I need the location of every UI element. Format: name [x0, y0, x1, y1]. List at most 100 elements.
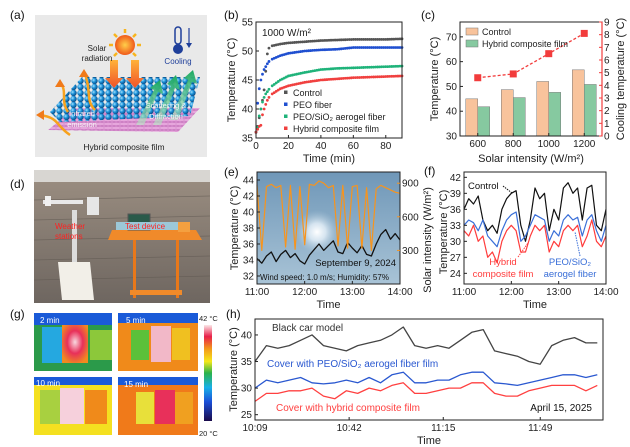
data-point: [331, 77, 335, 81]
data-point: [394, 37, 398, 41]
data-point: [343, 66, 347, 70]
thermal-image-5min: 5 min: [118, 313, 198, 371]
y-axis-label: Solar intensity (W/m²): [422, 187, 434, 293]
y-tick-label: 300: [402, 246, 419, 257]
y-tick-label: 40: [241, 330, 253, 341]
data-point: [265, 52, 269, 56]
chart-e: 32 34 36 38 40 42 44 300 600 900 11:00 12:00 13:00 14…: [229, 171, 434, 311]
data-point: [262, 68, 266, 71]
data-point: [262, 107, 266, 111]
data-point: [315, 48, 319, 52]
data-point: [309, 49, 313, 52]
data-point: [392, 74, 396, 78]
series-label-peo-sio2: PEO/SiO₂: [549, 257, 592, 268]
y-tick-label: 39: [450, 189, 462, 200]
plot-frame: [463, 171, 607, 285]
data-point: [307, 49, 311, 53]
chart-f: 24 27 30 33 36 39 42 11:00 12:00 13:00 14:00 Temper…: [438, 171, 619, 311]
series-peo-sio-aerogel-fiber: [254, 64, 404, 134]
data-point: [396, 74, 400, 78]
data-point: [368, 65, 371, 69]
legend-swatch: [465, 39, 479, 48]
data-point: [337, 47, 341, 51]
data-point: [349, 76, 353, 80]
data-point: [339, 38, 343, 42]
data-point: [382, 46, 386, 49]
x-tick-label: 13:00: [340, 287, 365, 298]
data-point: [353, 76, 357, 80]
data-point: [257, 87, 261, 91]
x-tick-label: 12:00: [292, 287, 317, 298]
data-point: [366, 75, 369, 79]
series-line: [463, 219, 607, 264]
data-point: [261, 113, 264, 117]
data-point: [325, 78, 329, 81]
data-point: [392, 64, 396, 68]
series-label-peo-sio2-2: aerogel fiber: [544, 269, 597, 280]
data-point: [337, 77, 341, 81]
data-point: [303, 49, 307, 53]
y-tick-label: 70: [446, 32, 458, 43]
data-point: [331, 48, 335, 51]
series-label-hybrid: Cover with hybrid composite film: [276, 403, 420, 414]
weather-station: [43, 196, 99, 300]
data-point: [390, 37, 394, 41]
data-point: [358, 46, 361, 49]
y-tick-label: 6: [604, 56, 610, 67]
series-label-peo-sio2: Cover with PEO/SiO₂ aerogel fiber film: [267, 359, 438, 370]
x-tick-label: 80: [380, 141, 392, 152]
data-point: [333, 47, 337, 51]
solar-radiation-label-2: radiation: [82, 54, 113, 63]
temperature-line: [256, 228, 401, 265]
data-point: [364, 75, 367, 79]
data-point: [374, 38, 378, 41]
chart-h: 25 30 35 40 10:09 10:42 11:15 11:49 Temperature …: [228, 318, 604, 447]
data-point: [323, 67, 327, 71]
data-point: [335, 77, 339, 81]
data-point: [370, 75, 373, 79]
data-point: [366, 46, 369, 49]
data-point: [392, 37, 396, 41]
data-point: [341, 38, 345, 42]
date-annotation: April 15, 2025: [530, 403, 592, 414]
data-point: [313, 39, 317, 43]
data-point: [315, 39, 319, 43]
data-point: [261, 100, 264, 104]
solar-intensity-line: [256, 180, 401, 251]
data-point: [386, 65, 390, 68]
data-point: [353, 66, 357, 70]
thermal-time-label: 15 min: [124, 380, 148, 389]
panel-label-e: (e): [224, 165, 239, 179]
data-point: [289, 41, 292, 45]
y-axis-label: Cooling temperature (°C): [615, 18, 627, 140]
test-table: [108, 213, 202, 298]
data-point: [319, 39, 323, 42]
data-point: [384, 46, 388, 49]
y-tick-label: 44: [243, 176, 255, 187]
data-point: [347, 38, 351, 41]
legend-marker: [284, 114, 288, 118]
weather-annotation: Wind speed: 1.0 m/s; Humidity: 57%: [260, 273, 389, 282]
cooling-point: [545, 50, 553, 58]
data-point: [374, 75, 378, 79]
data-point: [347, 46, 351, 50]
data-point: [323, 39, 327, 42]
data-point: [311, 49, 315, 52]
y-tick-label: 0: [604, 132, 610, 143]
data-point: [293, 41, 296, 44]
data-point: [329, 77, 333, 81]
series-label-hybrid: Hybrid: [489, 257, 516, 268]
infrared-emission-label-2: emission: [67, 120, 97, 129]
y-tick-label: 9: [604, 18, 610, 29]
y-tick-label: 36: [450, 205, 462, 216]
y-tick-label: 38: [243, 224, 255, 235]
data-point: [309, 39, 313, 43]
data-point: [396, 37, 400, 41]
x-tick-label: 60: [348, 141, 360, 152]
data-point: [305, 49, 309, 53]
data-point: [343, 38, 347, 42]
panel-label-f: (f): [424, 164, 435, 178]
y-tick-label: 40: [242, 105, 254, 116]
irradiance-annotation: 1000 W/m²: [262, 28, 312, 39]
data-point: [355, 76, 359, 79]
